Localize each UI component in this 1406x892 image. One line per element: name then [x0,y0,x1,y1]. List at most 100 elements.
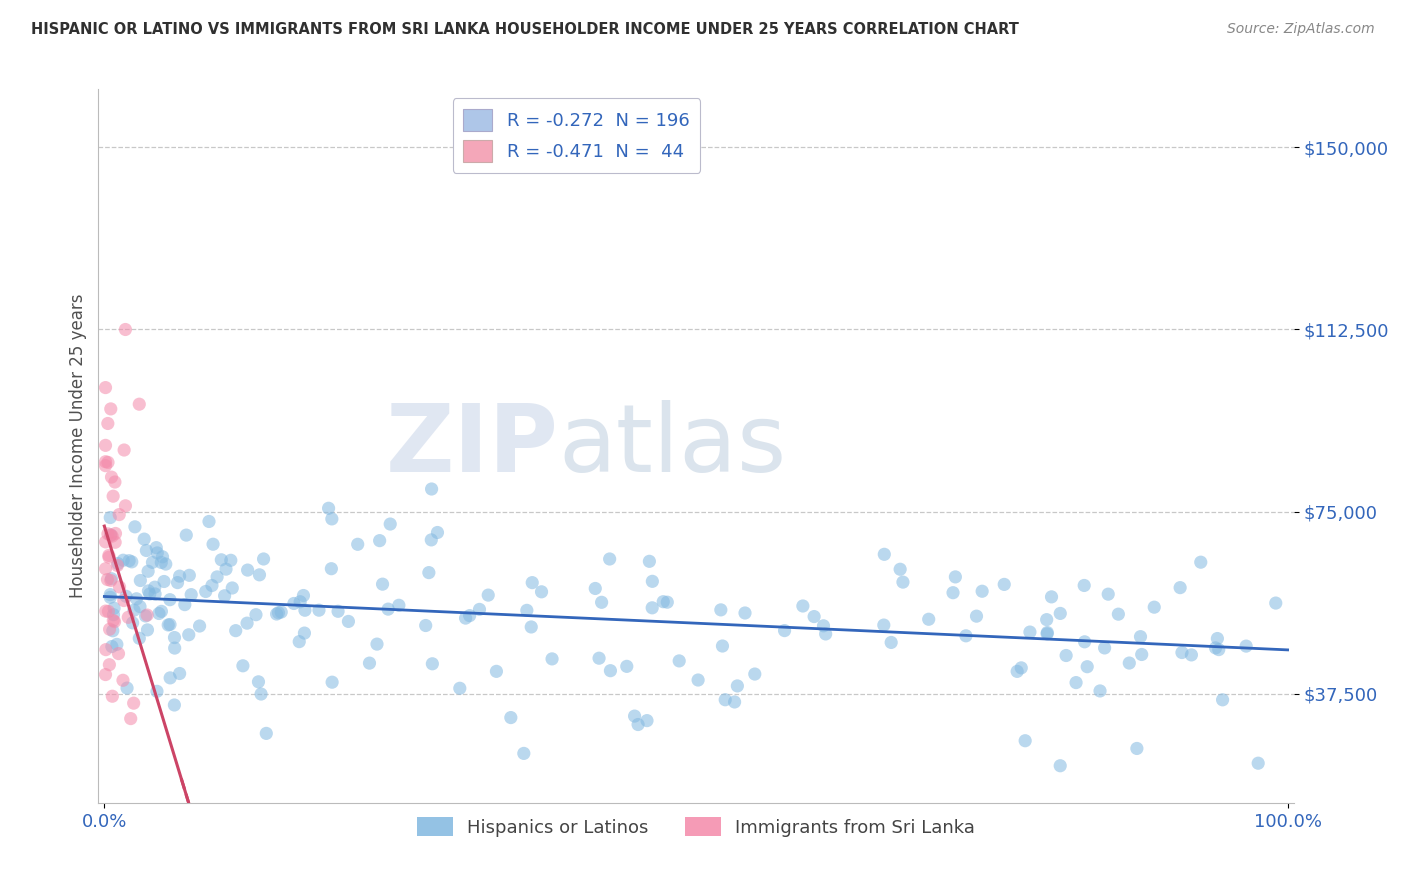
Point [422,657,444,671]
Point [163,631,186,645]
Point [94,604,117,618]
Point [420,482,443,496]
Point [135,609,157,624]
Point [114,499,136,513]
Point [98,550,121,565]
Point [477,588,499,602]
Point [710,603,733,617]
Point [111,673,134,688]
Point [520,620,543,634]
Point [118,554,141,568]
Point [873,547,896,561]
Point [449,681,471,696]
Legend: Hispanics or Latinos, Immigrants from Sri Lanka: Hispanics or Latinos, Immigrants from Sr… [409,809,983,844]
Point [94,381,117,395]
Point [1036,625,1059,640]
Point [100,401,122,416]
Point [219,553,242,567]
Point [100,528,122,542]
Point [880,635,903,649]
Point [245,607,267,622]
Point [100,572,122,586]
Point [326,604,349,618]
Point [1107,607,1129,622]
Point [100,470,122,484]
Point [141,555,163,569]
Point [98,591,121,605]
Point [202,537,225,551]
Text: HISPANIC OR LATINO VS IMMIGRANTS FROM SRI LANKA HOUSEHOLDER INCOME UNDER 25 YEAR: HISPANIC OR LATINO VS IMMIGRANTS FROM SR… [31,22,1019,37]
Point [792,599,814,613]
Point [98,588,121,602]
Point [1054,648,1077,663]
Point [426,525,449,540]
Point [101,624,124,638]
Point [101,640,124,654]
Point [652,595,675,609]
Point [98,657,121,672]
Point [1212,693,1234,707]
Point [180,588,202,602]
Point [124,520,146,534]
Point [112,593,135,607]
Point [873,618,896,632]
Point [143,580,166,594]
Point [1208,642,1230,657]
Point [308,603,330,617]
Point [152,549,174,564]
Point [103,615,125,629]
Point [266,607,288,621]
Point [1143,600,1166,615]
Point [380,516,402,531]
Point [98,622,121,636]
Point [599,552,621,566]
Text: Source: ZipAtlas.com: Source: ZipAtlas.com [1227,22,1375,37]
Point [94,438,117,452]
Point [232,658,254,673]
Point [1036,627,1059,641]
Point [530,584,553,599]
Point [221,581,243,595]
Point [1168,581,1191,595]
Point [97,526,120,541]
Point [159,592,181,607]
Point [125,591,148,606]
Point [1076,659,1098,673]
Point [100,528,122,542]
Point [108,508,131,522]
Point [485,665,508,679]
Point [1064,675,1087,690]
Point [294,626,316,640]
Point [1010,661,1032,675]
Point [541,652,564,666]
Point [163,641,186,656]
Point [889,562,911,576]
Point [993,577,1015,591]
Point [205,570,228,584]
Point [1014,733,1036,747]
Point [166,575,188,590]
Point [128,632,150,646]
Point [249,567,271,582]
Point [120,712,142,726]
Point [138,587,160,601]
Point [98,510,121,524]
Point [94,458,117,473]
Point [112,443,135,458]
Point [744,667,766,681]
Point [148,607,170,621]
Point [1049,758,1071,772]
Point [1040,590,1063,604]
Point [97,455,120,469]
Point [1234,639,1257,653]
Point [198,515,221,529]
Point [150,604,173,618]
Point [267,606,290,620]
Point [101,489,124,503]
Point [236,563,259,577]
Point [627,717,650,731]
Point [1205,640,1227,655]
Point [129,574,152,588]
Point [420,533,443,547]
Point [1073,578,1095,592]
